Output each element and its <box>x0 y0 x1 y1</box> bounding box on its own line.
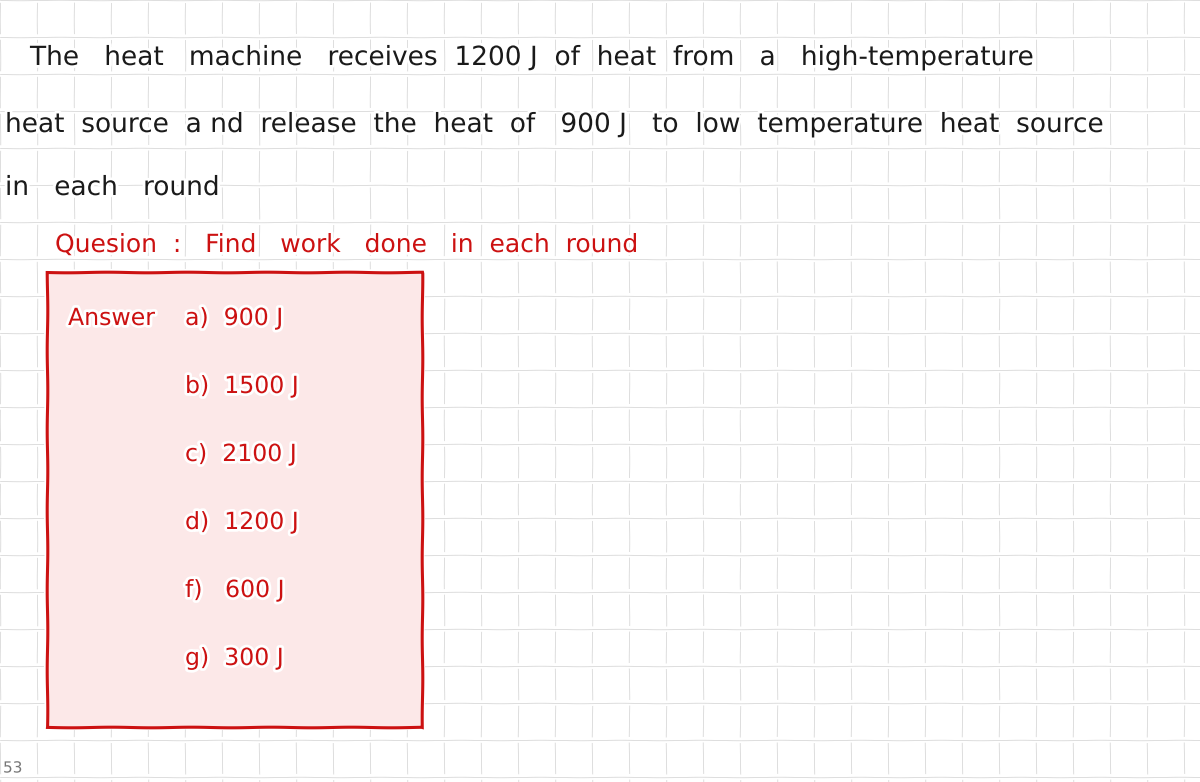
Text: heat  source  a nd  release  the  heat  of   900 J   to  low  temperature  heat : heat source a nd release the heat of 900… <box>5 112 1105 138</box>
Text: b)  1500 J: b) 1500 J <box>185 374 299 398</box>
Text: f)   600 J: f) 600 J <box>185 578 284 602</box>
Text: a)  900 J: a) 900 J <box>185 306 283 330</box>
Text: 53: 53 <box>2 761 23 776</box>
FancyBboxPatch shape <box>47 272 422 727</box>
Text: g)  300 J: g) 300 J <box>185 646 283 670</box>
Text: c)  2100 J: c) 2100 J <box>185 442 296 466</box>
Text: The   heat   machine   receives  1200 J  of  heat  from   a   high-temperature: The heat machine receives 1200 J of heat… <box>30 45 1034 71</box>
Text: in   each   round: in each round <box>5 175 220 201</box>
Text: Answer: Answer <box>68 306 155 330</box>
Text: Quesion  :   Find   work   done   in  each  round: Quesion : Find work done in each round <box>55 233 640 257</box>
Text: d)  1200 J: d) 1200 J <box>185 510 299 534</box>
